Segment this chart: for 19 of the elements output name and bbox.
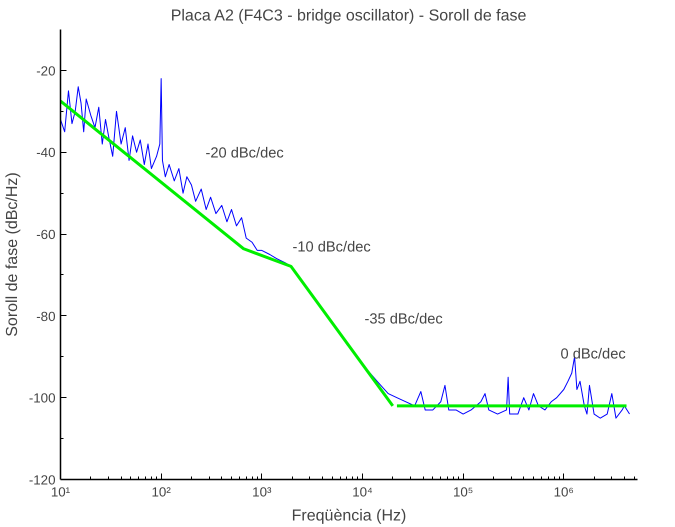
y-tick-label: -40 — [36, 145, 56, 160]
y-tick-label: -60 — [36, 227, 56, 242]
x-tick-label: 10⁶ — [554, 484, 574, 500]
x-tick-label: 10² — [152, 484, 172, 500]
y-tick-label: -80 — [36, 308, 56, 324]
y-tick-label: -20 — [36, 63, 56, 78]
chart-title: Placa A2 (F4C3 - bridge oscillator) - Soroll de fase — [170, 8, 527, 24]
y-tick-label: -120 — [28, 472, 56, 488]
annotation: -35 dBc/dec — [364, 312, 443, 328]
x-axis-title: Freqüència (Hz) — [292, 508, 406, 524]
x-tick-label: 10³ — [252, 484, 272, 500]
y-axis-title: Soroll de fase (dBc/Hz) — [4, 172, 21, 337]
x-tick-label: 10⁴ — [352, 484, 374, 500]
y-tick-label: -100 — [28, 390, 56, 406]
annotation: 0 dBc/dec — [560, 346, 626, 362]
x-tick-label: 10⁵ — [452, 484, 474, 500]
annotation: -20 dBc/dec — [206, 146, 284, 162]
annotation: -10 dBc/dec — [292, 240, 371, 256]
x-tick-label: 10¹ — [50, 484, 71, 500]
